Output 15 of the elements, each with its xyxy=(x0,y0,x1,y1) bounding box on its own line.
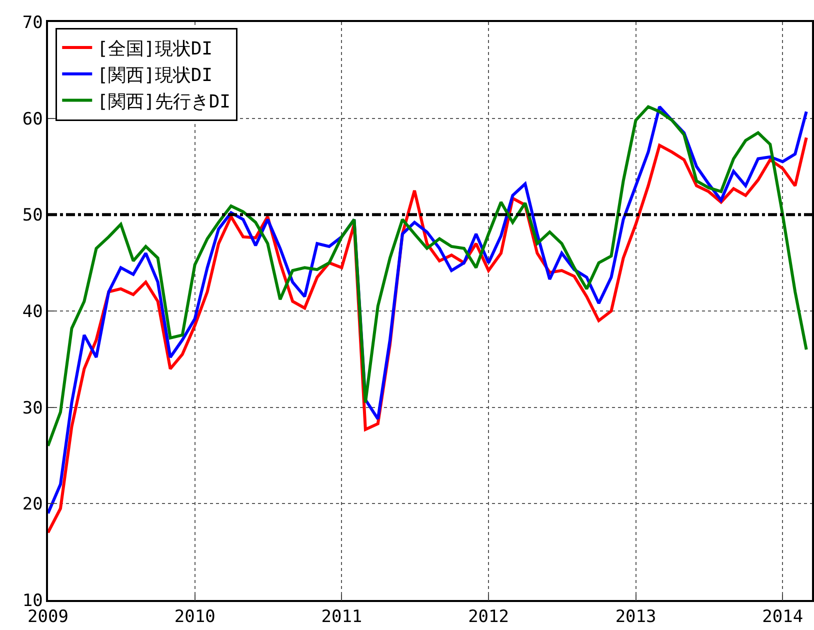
y-tick-label: 60 xyxy=(22,109,43,130)
y-tick-label: 30 xyxy=(22,398,43,418)
legend-label: [関西]先行きDI xyxy=(97,91,230,112)
y-tick-label: 70 xyxy=(22,12,43,33)
y-tick-label: 20 xyxy=(22,494,43,515)
x-tick-label: 2011 xyxy=(321,607,362,628)
x-tick-label: 2013 xyxy=(615,607,656,628)
legend-label: [全国]現状DI xyxy=(97,38,212,60)
legend-label: [関西]現状DI xyxy=(97,64,212,86)
x-tick-label: 2014 xyxy=(762,607,804,628)
y-tick-label: 40 xyxy=(22,302,43,322)
x-tick-label: 2009 xyxy=(28,607,68,628)
y-tick-label: 50 xyxy=(22,206,43,226)
x-tick-label: 2010 xyxy=(174,607,216,628)
x-tick-label: 2012 xyxy=(468,607,510,628)
